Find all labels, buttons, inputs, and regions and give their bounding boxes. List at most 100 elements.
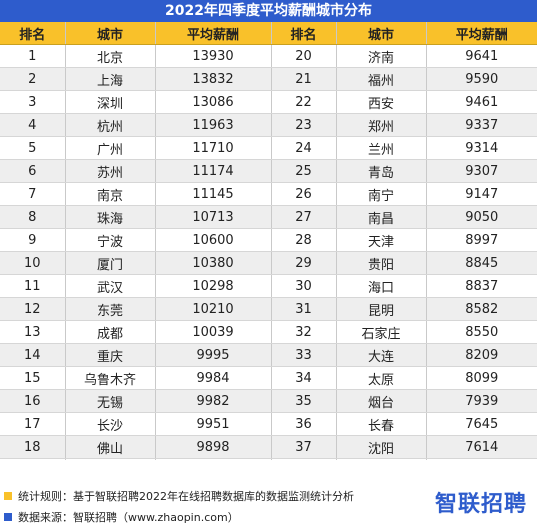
table-row: 7 南京 11145 26 南宁 9147 [0, 182, 537, 206]
cell-rank-left: 5 [0, 136, 66, 160]
table-row: 17 长沙 9951 36 长春 7645 [0, 412, 537, 436]
cell-rank-right: 31 [271, 297, 337, 321]
cell-city-left: 珠海 [65, 205, 156, 229]
cell-city-left: 广州 [65, 136, 156, 160]
cell-rank-right: 30 [271, 274, 337, 298]
cell-salary-left: 9984 [155, 366, 272, 390]
cell-salary-right: 7614 [426, 435, 537, 459]
cell-city-right: 南昌 [336, 205, 427, 229]
cell-salary-left: 13086 [155, 90, 272, 114]
cell-salary-left: 10600 [155, 228, 272, 252]
cell-city-left: 杭州 [65, 113, 156, 137]
cell-city-right: 长春 [336, 412, 427, 436]
cell-city-left: 深圳 [65, 90, 156, 114]
cell-rank-right: 23 [271, 113, 337, 137]
cell-rank-right: 24 [271, 136, 337, 160]
cell-rank-left: 12 [0, 297, 66, 321]
cell-salary-right: 9050 [426, 205, 537, 229]
cell-city-left: 成都 [65, 320, 156, 344]
cell-city-right: 南宁 [336, 182, 427, 206]
cell-salary-right: 7939 [426, 389, 537, 413]
cell-salary-right: 8099 [426, 366, 537, 390]
cell-salary-left: 10210 [155, 297, 272, 321]
cell-rank-left: 17 [0, 412, 66, 436]
yellow-square-icon [4, 492, 12, 500]
cell-rank-right: 26 [271, 182, 337, 206]
cell-rank-right: 32 [271, 320, 337, 344]
cell-salary-left: 9898 [155, 435, 272, 459]
cell-city-left: 北京 [65, 44, 156, 68]
cell-city-right: 太原 [336, 366, 427, 390]
header-city-right: 城市 [336, 22, 427, 45]
cell-city-right: 福州 [336, 67, 427, 91]
table-row: 12 东莞 10210 31 昆明 8582 [0, 297, 537, 321]
table-row: 10 厦门 10380 29 贵阳 8845 [0, 251, 537, 275]
table-row: 16 无锡 9982 35 烟台 7939 [0, 389, 537, 413]
table-row: 6 苏州 11174 25 青岛 9307 [0, 159, 537, 183]
cell-city-left: 苏州 [65, 159, 156, 183]
table-row: 8 珠海 10713 27 南昌 9050 [0, 205, 537, 229]
table-row: 3 深圳 13086 22 西安 9461 [0, 90, 537, 114]
cell-salary-right: 9307 [426, 159, 537, 183]
cell-salary-left: 11174 [155, 159, 272, 183]
header-rank-left: 排名 [0, 22, 66, 45]
cell-salary-right: 8582 [426, 297, 537, 321]
cell-salary-right: 8837 [426, 274, 537, 298]
cell-rank-left: 6 [0, 159, 66, 183]
cell-city-left: 东莞 [65, 297, 156, 321]
cell-rank-right: 33 [271, 343, 337, 367]
header-row: 排名 城市 平均薪酬 排名 城市 平均薪酬 [0, 22, 537, 45]
cell-rank-right: 36 [271, 412, 337, 436]
header-city-left: 城市 [65, 22, 156, 45]
cell-city-right: 大连 [336, 343, 427, 367]
cell-rank-right: 35 [271, 389, 337, 413]
cell-salary-left: 10298 [155, 274, 272, 298]
table-row: 1 北京 13930 20 济南 9641 [0, 44, 537, 68]
header-salary-left: 平均薪酬 [155, 22, 272, 45]
cell-rank-left: 15 [0, 366, 66, 390]
cell-salary-left: 10713 [155, 205, 272, 229]
table-row: 9 宁波 10600 28 天津 8997 [0, 228, 537, 252]
cell-rank-left: 10 [0, 251, 66, 275]
cell-rank-right: 29 [271, 251, 337, 275]
cell-salary-right: 9314 [426, 136, 537, 160]
cell-salary-right: 9461 [426, 90, 537, 114]
cell-rank-right: 27 [271, 205, 337, 229]
blue-square-icon [4, 513, 12, 521]
cell-rank-left: 1 [0, 44, 66, 68]
table-row: 18 佛山 9898 37 沈阳 7614 [0, 435, 537, 459]
table-row: 14 重庆 9995 33 大连 8209 [0, 343, 537, 367]
cell-city-left: 武汉 [65, 274, 156, 298]
cell-city-right: 济南 [336, 44, 427, 68]
header-rank-right: 排名 [271, 22, 337, 45]
cell-city-right: 沈阳 [336, 435, 427, 459]
cell-salary-left: 13930 [155, 44, 272, 68]
cell-city-right: 贵阳 [336, 251, 427, 275]
data-source-note: 数据来源：智联招聘（www.zhaopin.com） [4, 509, 239, 525]
cell-salary-right: 9147 [426, 182, 537, 206]
cell-rank-left: 11 [0, 274, 66, 298]
cell-city-left: 南京 [65, 182, 156, 206]
cell-rank-right: 21 [271, 67, 337, 91]
zhaopin-logo: 智联招聘 [434, 492, 527, 517]
cell-rank-right: 25 [271, 159, 337, 183]
cell-city-right: 郑州 [336, 113, 427, 137]
cell-salary-right: 9590 [426, 67, 537, 91]
cell-city-right: 烟台 [336, 389, 427, 413]
salary-table: 排名 城市 平均薪酬 排名 城市 平均薪酬 1 北京 13930 20 济南 9641 2 上… [0, 22, 537, 482]
cell-salary-left: 11145 [155, 182, 272, 206]
cell-rank-left: 13 [0, 320, 66, 344]
table-row: 13 成都 10039 32 石家庄 8550 [0, 320, 537, 344]
cell-city-left: 厦门 [65, 251, 156, 275]
data-source-text: 数据来源：智联招聘（www.zhaopin.com） [18, 511, 239, 524]
cell-salary-right: 8209 [426, 343, 537, 367]
cell-salary-left: 10039 [155, 320, 272, 344]
cell-rank-left: 16 [0, 389, 66, 413]
cell-salary-right: 8997 [426, 228, 537, 252]
cell-city-right: 石家庄 [336, 320, 427, 344]
cell-salary-left: 11710 [155, 136, 272, 160]
cell-rank-left: 18 [0, 435, 66, 459]
cell-rank-right: 22 [271, 90, 337, 114]
header-salary-right: 平均薪酬 [426, 22, 537, 45]
cell-rank-left: 14 [0, 343, 66, 367]
